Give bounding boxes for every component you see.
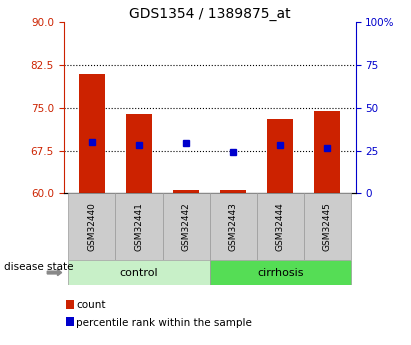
Title: GDS1354 / 1389875_at: GDS1354 / 1389875_at <box>129 7 291 21</box>
Text: GSM32440: GSM32440 <box>88 203 97 251</box>
Bar <box>210 193 257 260</box>
Text: percentile rank within the sample: percentile rank within the sample <box>76 318 252 327</box>
Text: GSM32445: GSM32445 <box>323 203 332 251</box>
Bar <box>257 193 304 260</box>
Bar <box>304 193 351 260</box>
Text: count: count <box>76 300 106 310</box>
Text: GSM32442: GSM32442 <box>182 203 191 251</box>
Text: GSM32443: GSM32443 <box>229 203 238 251</box>
Bar <box>115 193 162 260</box>
Bar <box>173 190 199 193</box>
Text: disease state: disease state <box>4 263 74 272</box>
Bar <box>68 193 115 260</box>
Text: cirrhosis: cirrhosis <box>257 268 303 277</box>
Bar <box>68 260 210 285</box>
Bar <box>79 73 105 193</box>
Text: control: control <box>120 268 158 277</box>
Bar <box>126 114 152 193</box>
Bar <box>210 260 351 285</box>
Bar <box>267 119 293 193</box>
Text: GSM32441: GSM32441 <box>134 203 143 251</box>
Bar <box>162 193 210 260</box>
Text: GSM32444: GSM32444 <box>276 203 285 251</box>
Bar <box>314 111 340 193</box>
Bar <box>220 190 246 193</box>
